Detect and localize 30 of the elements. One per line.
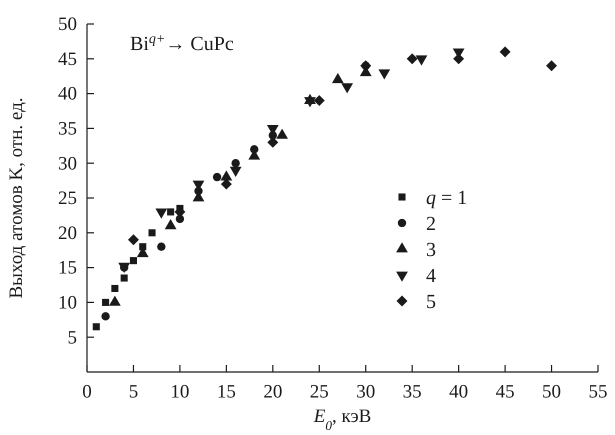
y-tick-label: 25 bbox=[58, 188, 77, 210]
y-tick-label: 30 bbox=[58, 153, 77, 174]
x-tick-label: 5 bbox=[128, 381, 138, 402]
y-tick-label: 50 bbox=[58, 14, 77, 36]
x-tick-label: 10 bbox=[170, 381, 190, 402]
y-tick-label: 15 bbox=[58, 258, 77, 279]
x-tick-label: 55 bbox=[588, 381, 608, 402]
x-tick-label: 25 bbox=[310, 381, 329, 402]
y-tick-label: 5 bbox=[68, 327, 77, 348]
legend-label: 2 bbox=[426, 213, 436, 235]
y-axis-title: Выход атомов K, отн. ед. bbox=[6, 97, 27, 299]
x-tick-label: 30 bbox=[356, 381, 376, 402]
y-tick-label: 35 bbox=[58, 118, 77, 140]
x-tick-label: 45 bbox=[496, 381, 515, 402]
x-tick-label: 20 bbox=[263, 381, 282, 402]
x-tick-label: 15 bbox=[216, 381, 236, 402]
legend-label: 4 bbox=[426, 265, 436, 287]
x-axis-title: E$_{0}$, кэВ bbox=[312, 406, 372, 432]
y-tick-label: 40 bbox=[58, 84, 77, 105]
legend-label: q = 1 bbox=[426, 187, 468, 209]
x-tick-label: 40 bbox=[449, 381, 468, 402]
annotation: Bi$^{q+}$→ CuPc bbox=[130, 32, 234, 55]
x-tick-label: 0 bbox=[82, 381, 92, 402]
legend-label: 3 bbox=[426, 239, 436, 261]
x-tick-label: 35 bbox=[402, 381, 422, 402]
y-tick-label: 20 bbox=[58, 222, 77, 244]
x-tick-label: 50 bbox=[542, 381, 562, 402]
legend-label: 5 bbox=[426, 291, 436, 313]
y-tick-label: 10 bbox=[58, 292, 77, 314]
y-tick-label: 45 bbox=[58, 48, 77, 70]
